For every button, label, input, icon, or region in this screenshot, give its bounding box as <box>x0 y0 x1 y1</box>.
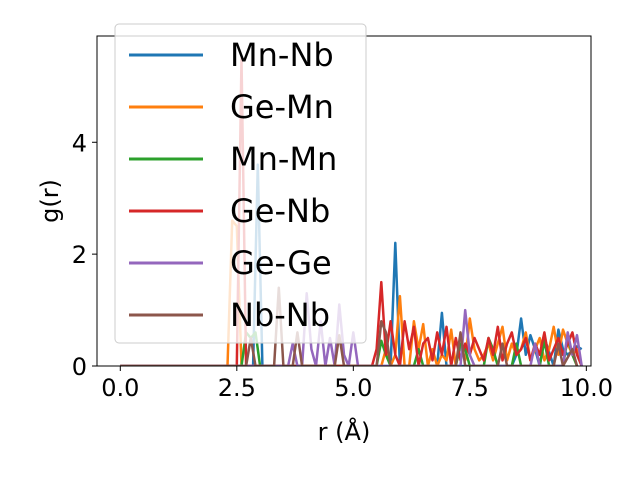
legend-label-3: Ge-Nb <box>230 192 330 230</box>
legend: Mn-Nb Ge-Mn Mn-Mn Ge-Nb Ge-Ge Nb-Nb <box>114 23 367 344</box>
series-line-2 <box>120 331 579 366</box>
legend-label-1: Ge-Mn <box>230 88 334 126</box>
x-tick-label: 0.0 <box>101 374 139 402</box>
legend-label-2: Mn-Mn <box>230 140 337 178</box>
legend-label-4: Ge-Ge <box>230 244 332 282</box>
legend-label-5: Nb-Nb <box>230 296 330 334</box>
x-axis-ticks: 0.0 2.5 5.0 7.5 10.0 <box>101 366 613 402</box>
y-tick-label: 4 <box>72 129 87 157</box>
legend-label-0: Mn-Nb <box>230 36 334 74</box>
y-tick-label: 0 <box>72 353 87 381</box>
x-tick-label: 7.5 <box>451 374 489 402</box>
y-axis-ticks: 0 2 4 <box>72 129 97 381</box>
x-axis-label: r (Å) <box>318 417 371 446</box>
x-tick-label: 10.0 <box>560 374 613 402</box>
y-tick-label: 2 <box>72 241 87 269</box>
x-tick-label: 5.0 <box>334 374 372 402</box>
y-axis-label: g(r) <box>36 179 64 223</box>
x-tick-label: 2.5 <box>218 374 256 402</box>
